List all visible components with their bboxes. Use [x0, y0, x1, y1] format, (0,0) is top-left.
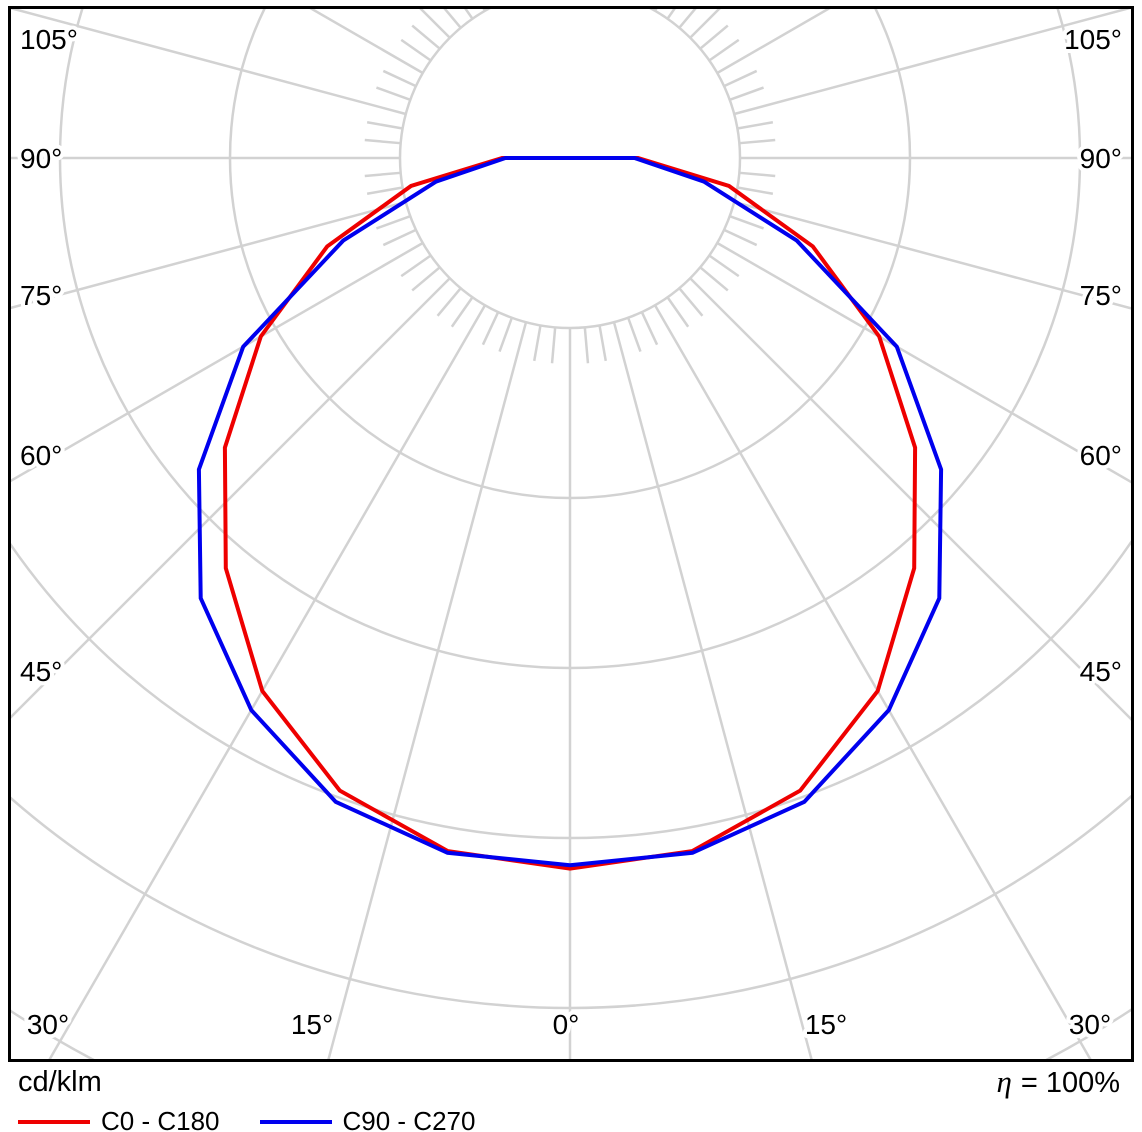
angle-label-right: 60° [1080, 440, 1122, 471]
efficiency-symbol: η [996, 1064, 1012, 1099]
angle-label-right: 45° [1080, 656, 1122, 687]
legend-item-label: C90 - C270 [342, 1106, 476, 1132]
grid-5deg-tick [364, 171, 401, 178]
angle-label-left: 45° [20, 656, 62, 687]
grid-5deg-tick [642, 0, 657, 4]
grid-5deg-tick [411, 24, 441, 50]
grid-5deg-tick [443, 9, 462, 29]
grid-radial-line [612, 321, 813, 1059]
angle-label-bottom: 15° [805, 1009, 847, 1040]
grid-5deg-tick [729, 86, 765, 102]
legend-item-label: C0 - C180 [101, 1106, 220, 1132]
grid-5deg-tick [400, 38, 432, 62]
polar-chart-svg: 105° 90° 75° 60° 45° 105° 90° 75° 60° 45° 30° 15° 0°… [8, 0, 1134, 1062]
grid-5deg-tick [532, 325, 542, 362]
polar-grid [11, 0, 1131, 1059]
grid-radial-line [11, 241, 424, 483]
grid-5deg-tick [411, 266, 441, 292]
grid-5deg-tick [723, 228, 758, 247]
grid-5deg-tick [640, 311, 659, 346]
efficiency-label: η = 100% [996, 1064, 1120, 1100]
legend-item: C90 - C270 [259, 1106, 476, 1132]
angle-label-bottom: 15° [291, 1009, 333, 1040]
angle-label-bottom: 30° [1069, 1009, 1111, 1040]
angle-label-right: 105° [1064, 24, 1122, 55]
grid-5deg-tick [366, 186, 403, 196]
grid-5deg-tick [436, 287, 462, 317]
grid-radial-line [653, 9, 658, 12]
angle-label-bottom: 30° [27, 1009, 69, 1040]
grid-circle [398, 9, 742, 330]
angle-label-left: 105° [20, 24, 78, 55]
legend-swatch-line [18, 1119, 90, 1124]
grid-radial-line [733, 9, 1131, 116]
curves [196, 156, 944, 871]
grid-5deg-tick [382, 69, 417, 88]
grid-radial-line [716, 241, 1131, 484]
grid-5deg-tick [598, 325, 608, 362]
angle-label-bottom: 0° [553, 1009, 580, 1040]
grid-5deg-tick [699, 266, 729, 292]
grid-5deg-tick [483, 0, 498, 4]
angle-label-left: 90° [20, 143, 62, 174]
grid-radial-line [689, 277, 1131, 721]
grid-5deg-tick [375, 214, 411, 230]
grid-5deg-tick [708, 254, 740, 278]
grid-5deg-tick [382, 228, 417, 247]
grid-5deg-tick [737, 186, 774, 196]
unit-label: cd/klm [18, 1066, 102, 1098]
grid-5deg-tick [583, 327, 590, 364]
grid-5deg-tick [626, 317, 642, 353]
curve-c90-c270 [196, 156, 944, 868]
grid-radial-line [482, 9, 487, 12]
grid-radial-line [327, 321, 528, 1059]
legend-items: C0 - C180 C90 - C270 [18, 1106, 475, 1132]
grid-5deg-tick [375, 86, 411, 102]
grid-5deg-tick [464, 9, 474, 20]
grid-5deg-tick [666, 296, 690, 328]
grid-5deg-tick [678, 9, 697, 29]
grid-5deg-tick [666, 9, 676, 20]
grid-5deg-tick [708, 38, 740, 62]
grid-5deg-tick [699, 24, 729, 50]
grid-5deg-tick [739, 171, 776, 178]
grid-5deg-tick [723, 69, 758, 88]
grid-5deg-tick [364, 138, 401, 145]
angle-label-left: 75° [20, 280, 62, 311]
angle-label-right: 90° [1080, 143, 1122, 174]
grid-5deg-tick [450, 296, 474, 328]
grid-radial-line [11, 9, 407, 116]
grid-radial-line [11, 200, 407, 310]
efficiency-value: = 100% [1020, 1067, 1120, 1099]
legend-swatch-line [259, 1119, 332, 1124]
angle-label-right: 75° [1080, 280, 1122, 311]
grid-5deg-tick [498, 317, 514, 353]
grid-5deg-tick [737, 120, 774, 130]
grid-5deg-tick [739, 138, 776, 145]
legend: cd/klm η = 100% C0 - C180 C90 - C270 [0, 1064, 1142, 1132]
grid-5deg-tick [481, 311, 500, 346]
grid-5deg-tick [400, 254, 432, 278]
angle-label-left: 60° [20, 440, 62, 471]
legend-item: C0 - C180 [18, 1106, 220, 1132]
grid-5deg-tick [729, 214, 765, 230]
grid-radial-line [11, 277, 451, 719]
grid-radial-line [653, 304, 1092, 1059]
grid-5deg-tick [366, 120, 403, 130]
grid-5deg-tick [550, 327, 557, 364]
grid-radial-line [733, 200, 1131, 310]
chart-border [8, 6, 1134, 1062]
grid-5deg-tick [678, 287, 704, 317]
grid-radial-line [48, 304, 487, 1059]
